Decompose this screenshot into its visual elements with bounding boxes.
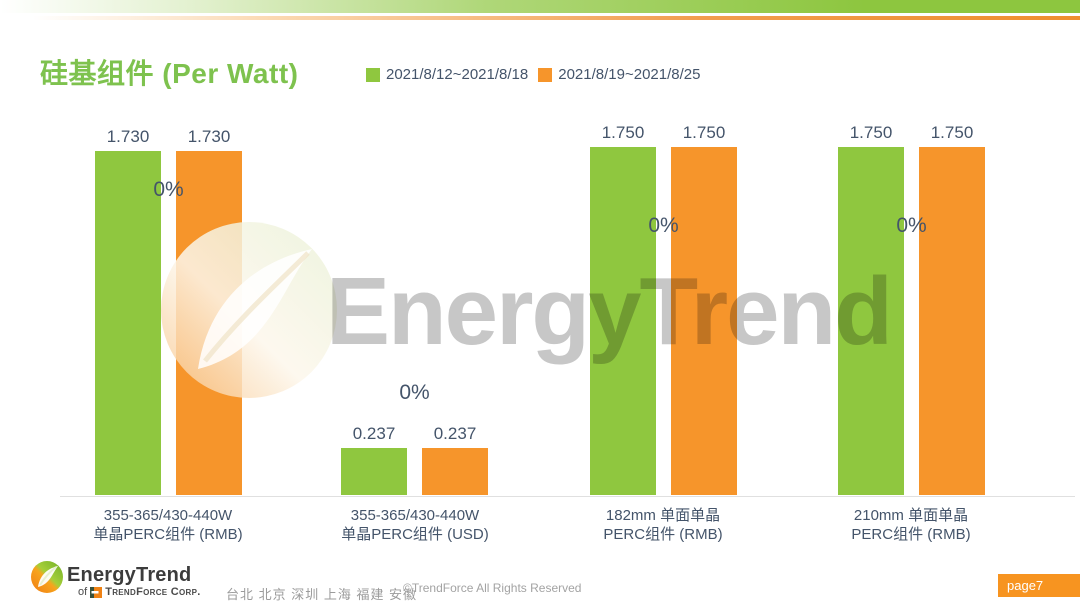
chart-legend: 2021/8/12~2021/8/18 2021/8/19~2021/8/25 (366, 66, 700, 83)
bar-group-3: 1.750 1.750 0% (590, 0, 737, 495)
footer-cities: 台北 北京 深圳 上海 福建 安徽 (226, 587, 418, 602)
legend-swatch-orange (538, 67, 553, 82)
value-label: 0.237 (352, 424, 396, 443)
bar-group-2: 0.237 0.237 0% (341, 0, 488, 495)
value-label: 1.750 (930, 123, 974, 142)
bar-week1 (341, 448, 407, 495)
bar-week2 (919, 147, 985, 495)
bar-slot: 1.750 (919, 123, 985, 495)
bar-week2 (671, 147, 737, 495)
legend-swatch-green (366, 67, 380, 82)
change-label: 0% (648, 214, 679, 237)
bar-week1 (95, 151, 161, 495)
footer-brand: EnergyTrend (67, 564, 192, 586)
legend-label-week1: 2021/8/12~2021/8/18 (386, 66, 529, 83)
legend-item-week1: 2021/8/12~2021/8/18 (366, 66, 528, 83)
x-axis-line (60, 496, 1075, 497)
category-label-2: 355-365/430-440W 单晶PERC组件 (USD) (341, 507, 489, 543)
watermark-text: EnergyTrend (326, 258, 893, 365)
footer-sub-name: TrendForce Corp. (105, 586, 201, 598)
legend-item-week2: 2021/8/19~2021/8/25 (538, 66, 700, 83)
category-label-3: 182mm 单面单晶 PERC组件 (RMB) (603, 507, 723, 543)
footer-copyright: ©TrendForce All Rights Reserved (403, 581, 582, 595)
value-label: 1.750 (849, 123, 893, 142)
legend-label-week2: 2021/8/19~2021/8/25 (558, 66, 701, 83)
footer-sub-prefix: of (78, 586, 88, 598)
footer-sub-brand: of TrendForce Corp. (78, 586, 201, 598)
trendforce-mark-icon (90, 586, 103, 598)
bar-slot: 0.237 (422, 424, 488, 495)
page-title: 硅基组件 (Per Watt) (40, 58, 299, 89)
value-label: 1.750 (682, 123, 726, 142)
bar-week2 (422, 448, 488, 495)
bar-group-4: 1.750 1.750 0% (838, 0, 985, 495)
bar-week1 (590, 147, 656, 495)
bar-week1 (838, 147, 904, 495)
watermark-logo-circle (160, 221, 338, 399)
top-green-band (0, 0, 1080, 13)
change-label: 0% (896, 214, 927, 237)
page-number-badge: page7 (998, 574, 1080, 597)
bar-slot: 1.750 (838, 123, 904, 495)
change-label: 0% (153, 178, 184, 201)
value-label: 1.730 (106, 127, 150, 146)
category-label-4: 210mm 单面单晶 PERC组件 (RMB) (851, 507, 971, 543)
value-label: 1.750 (601, 123, 645, 142)
bar-slot: 1.730 (95, 127, 161, 495)
value-label: 1.730 (187, 127, 231, 146)
bar-slot: 1.750 (671, 123, 737, 495)
top-orange-line (0, 16, 1080, 20)
bar-slot: 0.237 (341, 424, 407, 495)
category-label-1: 355-365/430-440W 单晶PERC组件 (RMB) (93, 507, 243, 543)
bar-group-1: 1.730 1.730 0% (95, 0, 242, 495)
change-label: 0% (399, 381, 430, 404)
bar-slot: 1.750 (590, 123, 656, 495)
value-label: 0.237 (433, 424, 477, 443)
energytrend-logo-icon (31, 561, 63, 598)
leaf-circle-icon (161, 222, 337, 398)
